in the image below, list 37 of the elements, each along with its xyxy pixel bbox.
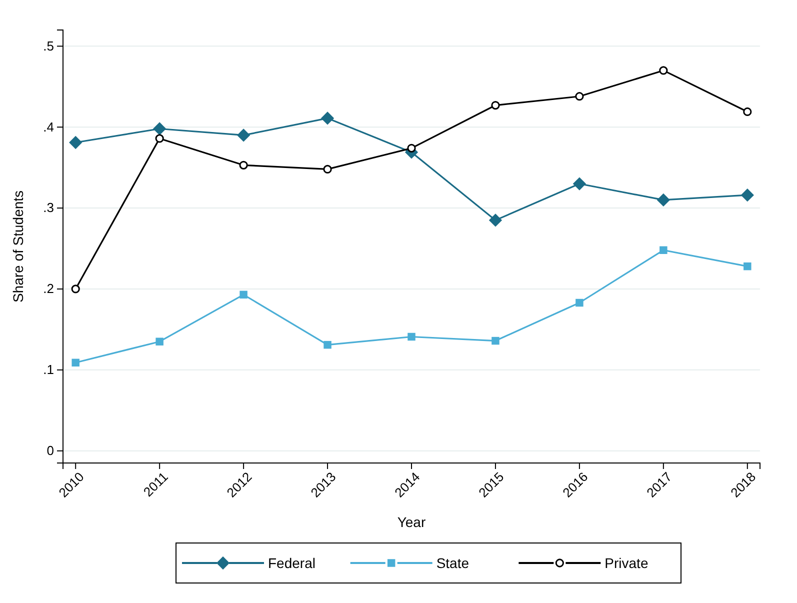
point	[659, 66, 668, 75]
x-axis-title: Year	[397, 514, 426, 530]
point	[323, 164, 332, 174]
point	[492, 336, 500, 345]
point	[572, 177, 586, 190]
point	[740, 188, 754, 202]
point	[240, 290, 248, 299]
y-tick-label: .2	[43, 281, 54, 296]
point	[491, 100, 500, 110]
point	[71, 284, 80, 294]
legend-label: Private	[604, 555, 648, 571]
point	[744, 262, 752, 270]
point	[660, 246, 668, 254]
legend-label: State	[436, 555, 470, 571]
y-tick-label: .1	[43, 362, 54, 378]
point	[575, 92, 584, 101]
point	[408, 332, 416, 341]
point	[156, 338, 164, 346]
legend-label: Federal	[268, 555, 316, 571]
y-tick-label: .4	[43, 119, 54, 134]
point	[324, 340, 332, 349]
point	[239, 160, 248, 170]
point	[153, 122, 166, 136]
y-tick-label: 0	[46, 443, 54, 458]
y-tick-label: .3	[43, 200, 54, 216]
point	[236, 128, 250, 142]
point	[743, 107, 752, 116]
point	[576, 298, 584, 307]
point	[488, 214, 502, 227]
point	[407, 144, 416, 152]
y-axis-title: Share of Students	[10, 190, 26, 303]
point	[155, 134, 164, 143]
point	[69, 136, 82, 150]
point	[320, 112, 334, 125]
y-tick-label: .5	[43, 38, 54, 54]
point	[656, 193, 670, 207]
point	[72, 358, 80, 367]
